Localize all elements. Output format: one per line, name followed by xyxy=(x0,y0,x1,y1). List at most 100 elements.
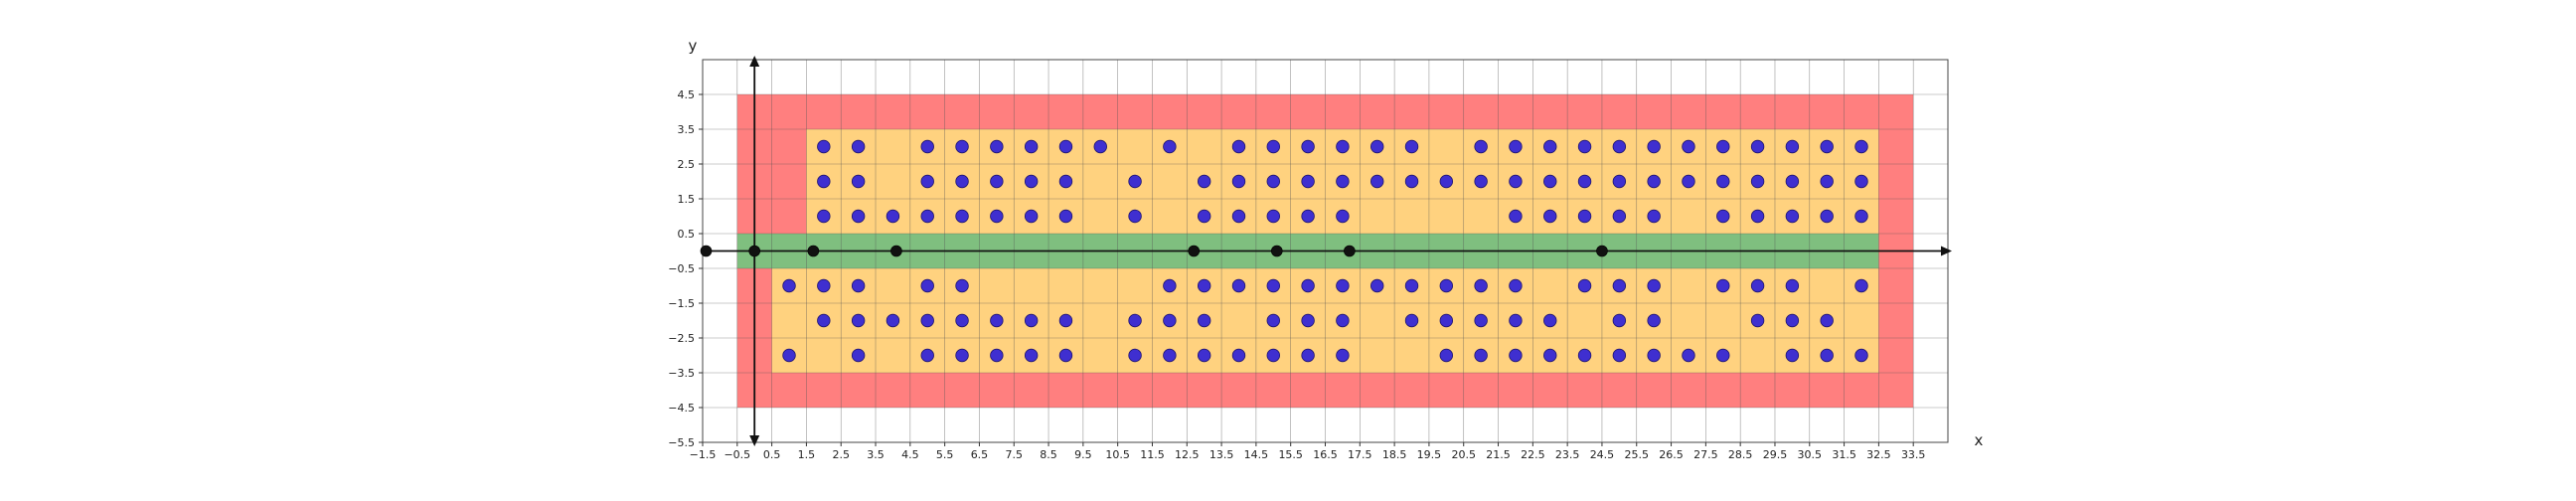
y-tick-label: −4.5 xyxy=(668,402,695,415)
blue-point xyxy=(1543,174,1557,189)
blue-point xyxy=(1543,209,1557,224)
x-tick-label: 5.5 xyxy=(936,448,954,461)
blue-point xyxy=(1197,174,1211,189)
ticks-layer: −1.5 −0.5 0.5 1.5 2.5 3.5 4.5 5.5 6.5 7.5 8.5 9.5 10… xyxy=(668,88,1925,461)
blue-point xyxy=(1820,139,1834,154)
blue-point xyxy=(920,174,934,189)
x-tick-label: 32.5 xyxy=(1866,448,1891,461)
axis-line-point xyxy=(807,245,820,257)
blue-point xyxy=(920,348,934,363)
blue-point xyxy=(851,278,866,293)
blue-point xyxy=(1543,139,1557,154)
blue-point xyxy=(1647,209,1661,224)
blue-point xyxy=(955,139,969,154)
blue-point xyxy=(1682,139,1695,154)
blue-point xyxy=(1404,174,1419,189)
blue-point xyxy=(1785,313,1800,328)
x-tick-label: 17.5 xyxy=(1348,448,1372,461)
blue-point xyxy=(1058,348,1073,363)
blue-point xyxy=(1785,174,1800,189)
blue-point xyxy=(1647,313,1661,328)
blue-point xyxy=(1336,278,1350,293)
blue-point xyxy=(1612,278,1627,293)
blue-point xyxy=(1024,139,1039,154)
x-tick-label: 3.5 xyxy=(867,448,885,461)
x-tick-label: 27.5 xyxy=(1693,448,1718,461)
blue-point xyxy=(1266,348,1280,363)
blue-point xyxy=(1785,348,1800,363)
x-tick-label: −0.5 xyxy=(724,448,750,461)
x-tick-label: 19.5 xyxy=(1417,448,1442,461)
blue-point xyxy=(1509,348,1523,363)
x-tick-label: 16.5 xyxy=(1313,448,1338,461)
blue-point xyxy=(955,174,969,189)
blue-point xyxy=(1024,313,1039,328)
blue-point xyxy=(1301,348,1315,363)
blue-point xyxy=(1336,313,1350,328)
blue-point xyxy=(1370,174,1384,189)
y-tick-label: 3.5 xyxy=(678,123,696,136)
blue-point xyxy=(1404,278,1419,293)
blue-point xyxy=(1231,174,1246,189)
blue-point xyxy=(886,209,900,224)
blue-point xyxy=(1266,278,1280,293)
blue-point xyxy=(1750,278,1765,293)
blue-point xyxy=(1682,174,1695,189)
blue-point xyxy=(1231,278,1246,293)
blue-point xyxy=(817,139,831,154)
y-tick-label: 1.5 xyxy=(678,193,696,206)
blue-point xyxy=(1509,313,1523,328)
blue-point xyxy=(1336,348,1350,363)
blue-point xyxy=(1197,313,1211,328)
blue-point xyxy=(1647,278,1661,293)
blue-point xyxy=(1128,209,1142,224)
y-tick-label: 0.5 xyxy=(678,228,696,241)
blue-point xyxy=(1577,278,1592,293)
blue-point xyxy=(1231,209,1246,224)
axis-line-point xyxy=(748,245,761,257)
blue-point xyxy=(1474,313,1488,328)
blue-point xyxy=(851,139,866,154)
blue-point xyxy=(955,348,969,363)
blue-point xyxy=(886,313,900,328)
blue-point xyxy=(1612,313,1627,328)
x-tick-label: 18.5 xyxy=(1382,448,1407,461)
x-tick-label: 30.5 xyxy=(1798,448,1823,461)
x-tick-label: 8.5 xyxy=(1040,448,1057,461)
y-tick-label: −1.5 xyxy=(668,297,695,310)
blue-point xyxy=(1854,139,1868,154)
blue-point xyxy=(1785,209,1800,224)
x-tick-label: 24.5 xyxy=(1590,448,1615,461)
blue-point xyxy=(1024,174,1039,189)
blue-point xyxy=(1543,313,1557,328)
blue-point xyxy=(1750,139,1765,154)
blue-point xyxy=(1682,348,1695,363)
blue-point xyxy=(1509,209,1523,224)
x-tick-label: 21.5 xyxy=(1486,448,1511,461)
y-tick-label: −2.5 xyxy=(668,332,695,345)
blue-point xyxy=(920,278,934,293)
blue-point xyxy=(1266,313,1280,328)
blue-point xyxy=(1647,139,1661,154)
blue-point xyxy=(1197,278,1211,293)
x-axis-arrowhead xyxy=(1941,246,1952,256)
blue-point xyxy=(1647,174,1661,189)
x-tick-label: 1.5 xyxy=(798,448,816,461)
y-tick-label: −5.5 xyxy=(668,436,695,449)
blue-point xyxy=(1301,278,1315,293)
axis-line-point xyxy=(1596,245,1608,257)
blue-point xyxy=(851,348,866,363)
blue-point xyxy=(1128,174,1142,189)
blue-point xyxy=(990,174,1004,189)
x-tick-label: 15.5 xyxy=(1278,448,1303,461)
blue-point xyxy=(1163,278,1177,293)
blue-point xyxy=(1750,174,1765,189)
y-axis-title: y xyxy=(689,37,698,55)
blue-point xyxy=(1750,313,1765,328)
blue-point xyxy=(851,313,866,328)
blue-point xyxy=(1612,139,1627,154)
blue-point xyxy=(990,313,1004,328)
blue-point xyxy=(1820,209,1834,224)
blue-point xyxy=(817,174,831,189)
